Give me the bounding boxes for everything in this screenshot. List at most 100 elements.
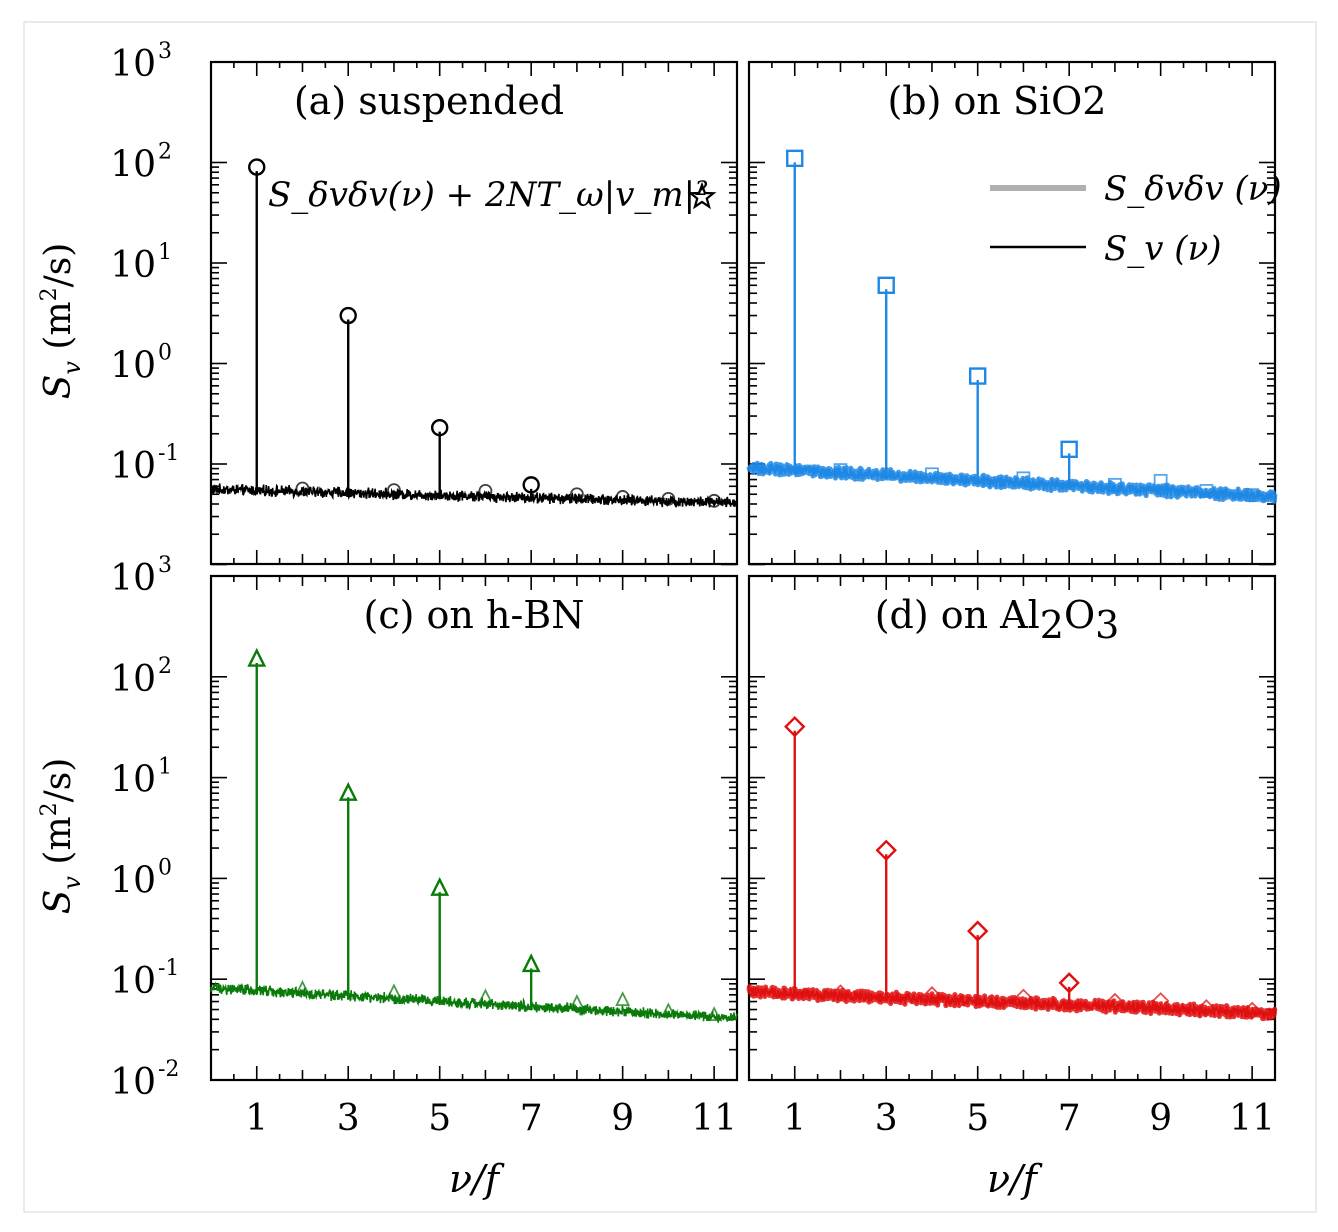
y-tick-label-base: 10 <box>110 245 156 286</box>
y-tick-label: 10 1 <box>110 240 172 286</box>
marker-triangle <box>706 1006 722 1022</box>
marker-circle <box>387 483 401 497</box>
x-tick-label: 5 <box>966 1098 989 1139</box>
x-tick-label: 7 <box>520 1098 543 1139</box>
marker-diamond <box>1151 992 1170 1010</box>
marker-circle <box>430 418 449 437</box>
y-tick-label-exponent: 0 <box>158 855 172 880</box>
y-axis-label-text: Sv (m2/s) <box>37 243 86 400</box>
series-baseline <box>748 463 1276 504</box>
legend-label-smooth: S_δvδv (ν) <box>1104 169 1282 209</box>
y-tick-label-base: 10 <box>110 145 156 186</box>
marker-triangle <box>521 953 541 973</box>
plot-frame <box>209 574 739 1082</box>
marker-triangle <box>569 994 585 1009</box>
marker-diamond <box>831 984 850 1002</box>
y-tick-label: 10 0 <box>110 855 172 901</box>
x-tick-label: 7 <box>1058 1098 1081 1139</box>
x-tick-label: 1 <box>245 1098 268 1139</box>
y-tick-label-base: 10 <box>110 760 156 801</box>
marker-triangle <box>430 876 450 896</box>
panel-b: (b) on SiO2 S_δvδv (ν) S_v (ν) <box>746 60 1282 566</box>
marker-circle <box>522 476 540 494</box>
series-markers <box>247 647 722 1022</box>
y-tick-label-base: 10 <box>110 44 156 85</box>
x-tick-label: 3 <box>875 1098 898 1139</box>
plot-frame <box>747 574 1277 1082</box>
y-tick-label-base: 10 <box>110 1062 156 1103</box>
marker-square <box>1016 471 1031 486</box>
x-tick-label: 3 <box>337 1098 360 1139</box>
star-icon <box>687 181 717 210</box>
y-tick-label: 10 1 <box>110 755 172 801</box>
panel-title: (a) suspended <box>294 79 564 123</box>
y-tick-label-exponent: -1 <box>158 441 179 466</box>
y-tick-label-base: 10 <box>110 659 156 700</box>
y-tick-label-base: 10 <box>110 558 156 599</box>
y-tick-label-exponent: 2 <box>158 654 172 679</box>
marker-square <box>877 276 895 294</box>
y-tick-label: 10 2 <box>110 654 172 700</box>
y-tick-label-exponent: 3 <box>158 39 172 64</box>
annotation-formula: S_δvδv(ν) + 2NT_ω|v_m|² <box>268 175 709 215</box>
marker-diamond <box>1197 999 1216 1017</box>
marker-diamond <box>966 920 989 942</box>
marker-square <box>1060 440 1078 459</box>
plot-frame <box>747 60 1277 566</box>
marker-triangle <box>295 979 310 995</box>
marker-triangle <box>477 988 493 1004</box>
y-tick-label-base: 10 <box>110 860 156 901</box>
marker-diamond <box>1058 972 1080 994</box>
y-tick-label-base: 10 <box>110 961 156 1002</box>
marker-square <box>1153 473 1168 488</box>
marker-diamond <box>875 839 897 861</box>
y-axis-label: Sv (m2/s) <box>37 243 86 400</box>
panel-title: (d) on Al2O3 <box>875 593 1120 647</box>
legend-label-total: S_v (ν) <box>1104 229 1222 269</box>
series-markers <box>786 149 1260 503</box>
y-tick-label-exponent: -1 <box>158 956 179 981</box>
y-axis-label: Sv (m2/s) <box>37 758 86 915</box>
x-tick-label: 11 <box>1229 1098 1275 1139</box>
legend: S_δvδv (ν) S_v (ν) <box>990 169 1282 269</box>
marker-circle <box>248 158 266 176</box>
y-axis-label-text: Sv (m2/s) <box>37 758 86 915</box>
y-tick-label-base: 10 <box>110 346 156 387</box>
y-tick-label-exponent: 1 <box>158 240 172 265</box>
marker-circle <box>295 481 310 496</box>
series-markers <box>784 715 1261 1020</box>
plot-frame <box>209 60 739 566</box>
y-tick-label: 10 2 <box>110 140 172 186</box>
x-axis-label: ν/f <box>987 1157 1043 1201</box>
marker-diamond <box>1014 988 1033 1007</box>
x-axis-label: ν/f <box>449 1157 505 1201</box>
y-tick-label-base: 10 <box>110 446 156 487</box>
y-tick-label: 10 -1 <box>110 956 179 1002</box>
y-tick-label-exponent: -2 <box>158 1057 179 1082</box>
marker-triangle <box>615 991 631 1007</box>
marker-circle <box>478 483 493 498</box>
marker-circle <box>661 491 676 506</box>
y-tick-label-exponent: 0 <box>158 341 172 366</box>
marker-square <box>968 367 987 385</box>
marker-square <box>833 463 848 477</box>
marker-circle <box>570 487 584 502</box>
marker-square <box>925 467 939 482</box>
marker-square <box>1199 483 1214 498</box>
y-tick-label-exponent: 1 <box>158 755 172 780</box>
marker-triangle <box>660 1002 676 1018</box>
y-tick-label: 10 3 <box>110 553 172 599</box>
y-tick-label: 10 -2 <box>110 1057 179 1103</box>
series-markers <box>248 158 722 508</box>
x-tick-label: 5 <box>428 1098 451 1139</box>
marker-square <box>1108 477 1122 492</box>
marker-circle <box>339 306 357 325</box>
marker-triangle <box>386 983 402 999</box>
panel-title: (b) on SiO2 <box>887 79 1106 123</box>
marker-diamond <box>923 986 941 1004</box>
marker-triangle <box>338 782 358 801</box>
